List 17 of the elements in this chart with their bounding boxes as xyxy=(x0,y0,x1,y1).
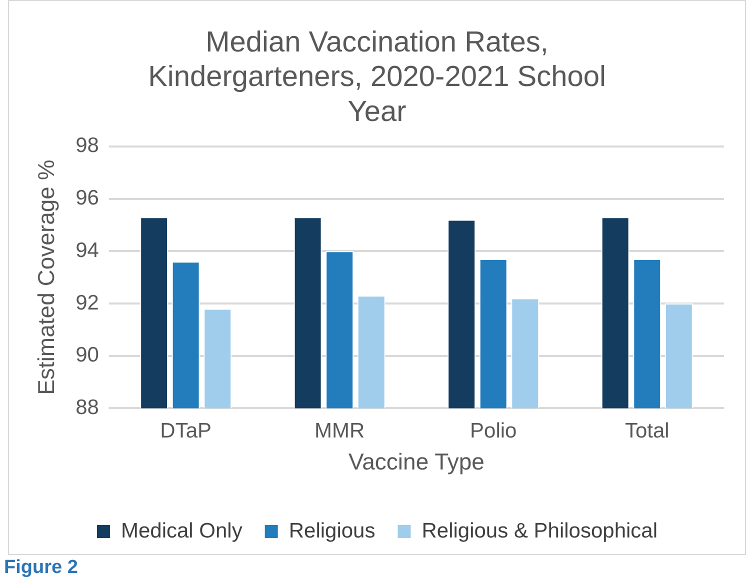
y-tick-label: 96 xyxy=(76,186,99,210)
x-axis-title: Vaccine Type xyxy=(348,448,484,475)
y-tick-label: 94 xyxy=(76,238,100,262)
x-tick-label: Total xyxy=(624,420,670,443)
y-tick-label: 98 xyxy=(76,134,99,158)
caption: Figure 2 xyxy=(4,557,78,579)
x-tick-label: MMR xyxy=(314,420,365,443)
y-tick-label: 88 xyxy=(76,396,99,419)
y-tick-label: 90 xyxy=(76,344,99,367)
chart-title: Median Vaccination Rates, Kindergarteners, 2020-2021 School Year xyxy=(148,26,606,128)
legend-label: Religious & Philosophical xyxy=(422,519,658,542)
x-tick-label: Polio xyxy=(470,420,517,443)
y-tick-label: 92 xyxy=(76,291,99,314)
y-axis-title: Estimated Coverage % xyxy=(33,160,60,395)
x-tick-label: DTaP xyxy=(160,420,212,443)
legend-label: Religious xyxy=(288,519,376,542)
legend-label: Medical Only xyxy=(120,519,243,542)
